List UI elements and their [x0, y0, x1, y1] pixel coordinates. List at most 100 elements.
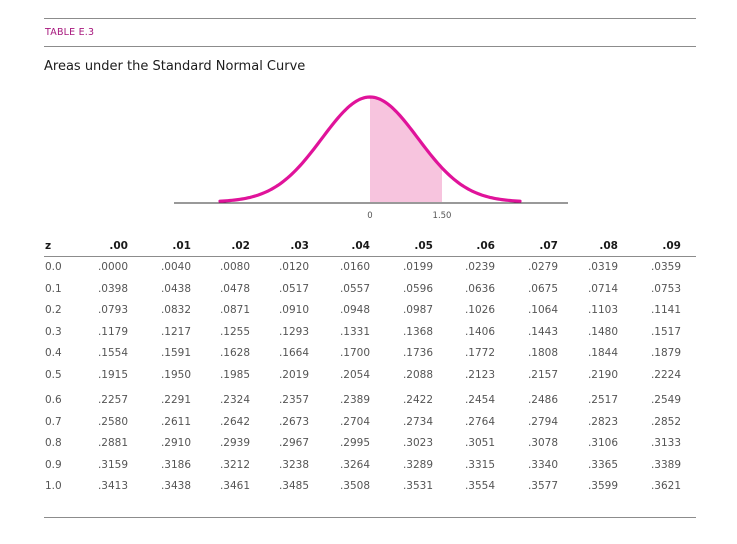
z-value-cell: 0.5: [45, 368, 62, 381]
area-value-cell: .1368: [402, 325, 433, 338]
area-value-cell: .0199: [402, 261, 433, 273]
column-header: .03: [290, 240, 309, 252]
area-value-cell: .3621: [650, 480, 681, 492]
area-value-cell: .0080: [219, 261, 250, 273]
z-value-cell: 0.4: [45, 347, 62, 359]
area-value-cell: .3340: [527, 458, 558, 471]
area-value-cell: .0596: [402, 282, 433, 295]
area-value-cell: .0160: [339, 261, 370, 273]
area-value-cell: .3159: [97, 458, 128, 471]
area-value-cell: .2580: [97, 415, 128, 428]
area-value-cell: .3051: [464, 437, 495, 449]
area-value-cell: .2291: [160, 394, 191, 406]
area-value-cell: .2389: [339, 394, 370, 406]
bell-curve: [218, 95, 522, 203]
area-value-cell: .0517: [278, 282, 309, 295]
area-value-cell: .3365: [587, 458, 618, 471]
area-value-cell: .1293: [278, 325, 309, 338]
area-value-cell: .0987: [402, 304, 433, 316]
area-value-cell: .2324: [219, 394, 250, 406]
area-value-cell: .2088: [402, 368, 433, 381]
z-value-cell: 0.6: [45, 394, 62, 406]
area-value-cell: .2704: [339, 415, 370, 428]
area-value-cell: .1808: [527, 347, 558, 359]
area-value-cell: .2673: [278, 415, 309, 428]
area-value-cell: .1443: [527, 325, 558, 338]
area-value-cell: .1141: [650, 304, 681, 316]
area-value-cell: .1406: [464, 325, 495, 338]
area-value-cell: .2054: [339, 368, 370, 381]
area-value-cell: .3078: [527, 437, 558, 449]
area-value-cell: .2517: [587, 394, 618, 406]
column-header: .08: [599, 240, 618, 252]
area-value-cell: .1179: [97, 325, 128, 338]
label-rule: [44, 46, 696, 47]
area-value-cell: .2794: [527, 415, 558, 428]
z-value-cell: 0.2: [45, 304, 62, 316]
column-header: .04: [351, 240, 370, 252]
area-value-cell: .3106: [587, 437, 618, 449]
tick-label-zero: 0: [367, 211, 372, 221]
z-value-cell: 1.0: [45, 480, 62, 492]
area-value-cell: .3264: [339, 458, 370, 471]
table-row: 0.9 .3159 .3186 .3212 .3238 .3264 .3289 .3315 .3…: [44, 455, 696, 477]
area-value-cell: .2995: [339, 437, 370, 449]
z-value-cell: 0.0: [45, 261, 62, 273]
area-value-cell: .2123: [464, 368, 495, 381]
area-value-cell: .2157: [527, 368, 558, 381]
area-value-cell: .3438: [160, 480, 191, 492]
top-rule: [44, 18, 696, 19]
table-header-row: z .00 .01 .02 .03 .04 .05 .06 .07 .08 .09: [44, 238, 696, 257]
area-value-cell: .2422: [402, 394, 433, 406]
area-value-cell: .2611: [160, 415, 191, 428]
table-row: 0.1 .0398 .0438 .0478 .0517 .0557 .0596 .0636 .0…: [44, 279, 696, 301]
area-value-cell: .1844: [587, 347, 618, 359]
area-value-cell: .3531: [402, 480, 433, 492]
column-header: .06: [476, 240, 495, 252]
normal-curve-figure: 0 1.50: [174, 95, 568, 221]
z-value-cell: 0.3: [45, 325, 62, 338]
area-value-cell: .1950: [160, 368, 191, 381]
area-value-cell: .2224: [650, 368, 681, 381]
area-value-cell: .0793: [97, 304, 128, 316]
area-value-cell: .2549: [650, 394, 681, 406]
area-value-cell: .2734: [402, 415, 433, 428]
area-value-cell: .1517: [650, 325, 681, 338]
area-value-cell: .3315: [464, 458, 495, 471]
area-value-cell: .1664: [278, 347, 309, 359]
area-value-cell: .2939: [219, 437, 250, 449]
area-value-cell: .1331: [339, 325, 370, 338]
area-value-cell: .1879: [650, 347, 681, 359]
area-value-cell: .0557: [339, 282, 370, 295]
area-value-cell: .2642: [219, 415, 250, 428]
area-value-cell: .2486: [527, 394, 558, 406]
area-value-cell: .1255: [219, 325, 250, 338]
area-value-cell: .3461: [219, 480, 250, 492]
area-value-cell: .0000: [97, 261, 128, 273]
z-value-cell: 0.8: [45, 437, 62, 449]
area-value-cell: .0239: [464, 261, 495, 273]
bottom-rule: [44, 517, 696, 518]
area-value-cell: .3508: [339, 480, 370, 492]
area-value-cell: .2852: [650, 415, 681, 428]
table-label: TABLE E.3: [45, 27, 95, 38]
area-value-cell: .3186: [160, 458, 191, 471]
tick-label-z: 1.50: [433, 211, 452, 221]
area-value-cell: .0279: [527, 261, 558, 273]
column-header: .05: [414, 240, 433, 252]
table-row: 1.0 .3413 .3438 .3461 .3485 .3508 .3531 .3554 .3…: [44, 476, 696, 498]
column-header: .09: [662, 240, 681, 252]
area-value-cell: .3413: [97, 480, 128, 492]
area-value-cell: .0910: [278, 304, 309, 316]
area-value-cell: .0398: [97, 282, 128, 295]
area-value-cell: .1217: [160, 325, 191, 338]
area-value-cell: .0438: [160, 282, 191, 295]
area-value-cell: .3577: [527, 480, 558, 492]
area-value-cell: .2967: [278, 437, 309, 449]
table-row: 0.5 .1915 .1950 .1985 .2019 .2054 .2088 .2123 .2…: [44, 365, 696, 387]
area-value-cell: .2190: [587, 368, 618, 381]
area-value-cell: .0359: [650, 261, 681, 273]
table-row: 0.6 .2257 .2291 .2324 .2357 .2389 .2422 .2454 .2…: [44, 390, 696, 412]
area-value-cell: .3554: [464, 480, 495, 492]
area-value-cell: .2910: [160, 437, 191, 449]
